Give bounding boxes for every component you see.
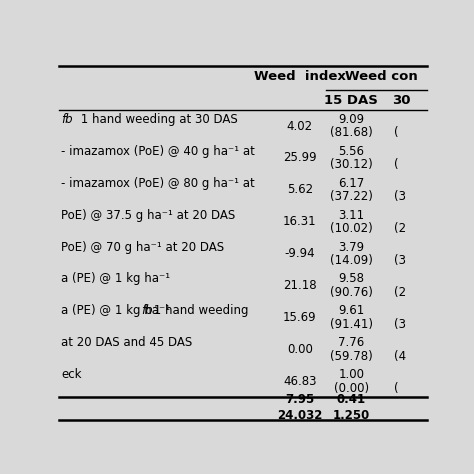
Text: 7.95: 7.95: [285, 393, 314, 406]
Text: 7.76: 7.76: [338, 336, 365, 349]
Text: (4: (4: [393, 350, 406, 363]
Text: (30.12): (30.12): [330, 158, 373, 171]
Text: (0.00): (0.00): [334, 382, 369, 395]
Text: 5.62: 5.62: [287, 183, 313, 196]
Text: 0.00: 0.00: [287, 343, 313, 356]
Text: (90.76): (90.76): [330, 286, 373, 299]
Text: 1.00: 1.00: [338, 368, 365, 381]
Text: (2: (2: [393, 222, 406, 235]
Text: Weed  index: Weed index: [254, 71, 346, 83]
Text: 4.02: 4.02: [287, 119, 313, 133]
Text: 15.69: 15.69: [283, 311, 317, 324]
Text: - imazamox (PoE) @ 40 g ha⁻¹ at: - imazamox (PoE) @ 40 g ha⁻¹ at: [61, 145, 255, 158]
Text: 16.31: 16.31: [283, 215, 317, 228]
Text: fb: fb: [141, 304, 153, 318]
Text: (: (: [393, 382, 398, 395]
Text: 3.79: 3.79: [338, 240, 365, 254]
Text: 0.41: 0.41: [337, 393, 366, 406]
Text: (14.09): (14.09): [330, 254, 373, 267]
Text: 5.56: 5.56: [338, 145, 365, 158]
Text: (: (: [393, 126, 398, 139]
Text: eck: eck: [61, 368, 82, 381]
Text: 25.99: 25.99: [283, 152, 317, 164]
Text: 1 hand weeding: 1 hand weeding: [150, 304, 248, 318]
Text: (10.02): (10.02): [330, 222, 373, 235]
Text: 1 hand weeding at 30 DAS: 1 hand weeding at 30 DAS: [76, 113, 237, 126]
Text: (91.41): (91.41): [330, 318, 373, 331]
Text: 9.61: 9.61: [338, 304, 365, 318]
Text: PoE) @ 70 g ha⁻¹ at 20 DAS: PoE) @ 70 g ha⁻¹ at 20 DAS: [61, 240, 224, 254]
Text: 9.09: 9.09: [338, 113, 365, 126]
Text: a (PE) @ 1 kg ha⁻¹: a (PE) @ 1 kg ha⁻¹: [61, 304, 174, 318]
Text: PoE) @ 37.5 g ha⁻¹ at 20 DAS: PoE) @ 37.5 g ha⁻¹ at 20 DAS: [61, 209, 235, 222]
Text: 21.18: 21.18: [283, 279, 317, 292]
Text: (2: (2: [393, 286, 406, 299]
Text: (59.78): (59.78): [330, 350, 373, 363]
Text: 9.58: 9.58: [338, 273, 365, 285]
Text: -9.94: -9.94: [284, 247, 315, 260]
Text: 46.83: 46.83: [283, 375, 317, 388]
Text: - imazamox (PoE) @ 80 g ha⁻¹ at: - imazamox (PoE) @ 80 g ha⁻¹ at: [61, 177, 255, 190]
Text: fb: fb: [61, 113, 73, 126]
Text: 6.17: 6.17: [338, 177, 365, 190]
Text: 15 DAS: 15 DAS: [324, 94, 378, 107]
Text: (: (: [393, 158, 398, 171]
Text: (37.22): (37.22): [330, 190, 373, 203]
Text: 30: 30: [392, 94, 410, 107]
Text: (3: (3: [393, 190, 406, 203]
Text: 24.032: 24.032: [277, 409, 322, 421]
Text: (3: (3: [393, 254, 406, 267]
Text: a (PE) @ 1 kg ha⁻¹: a (PE) @ 1 kg ha⁻¹: [61, 273, 170, 285]
Text: (3: (3: [393, 318, 406, 331]
Text: 1.250: 1.250: [333, 409, 370, 421]
Text: 3.11: 3.11: [338, 209, 365, 222]
Text: at 20 DAS and 45 DAS: at 20 DAS and 45 DAS: [61, 336, 192, 349]
Text: (81.68): (81.68): [330, 126, 373, 139]
Text: Weed con: Weed con: [345, 71, 418, 83]
